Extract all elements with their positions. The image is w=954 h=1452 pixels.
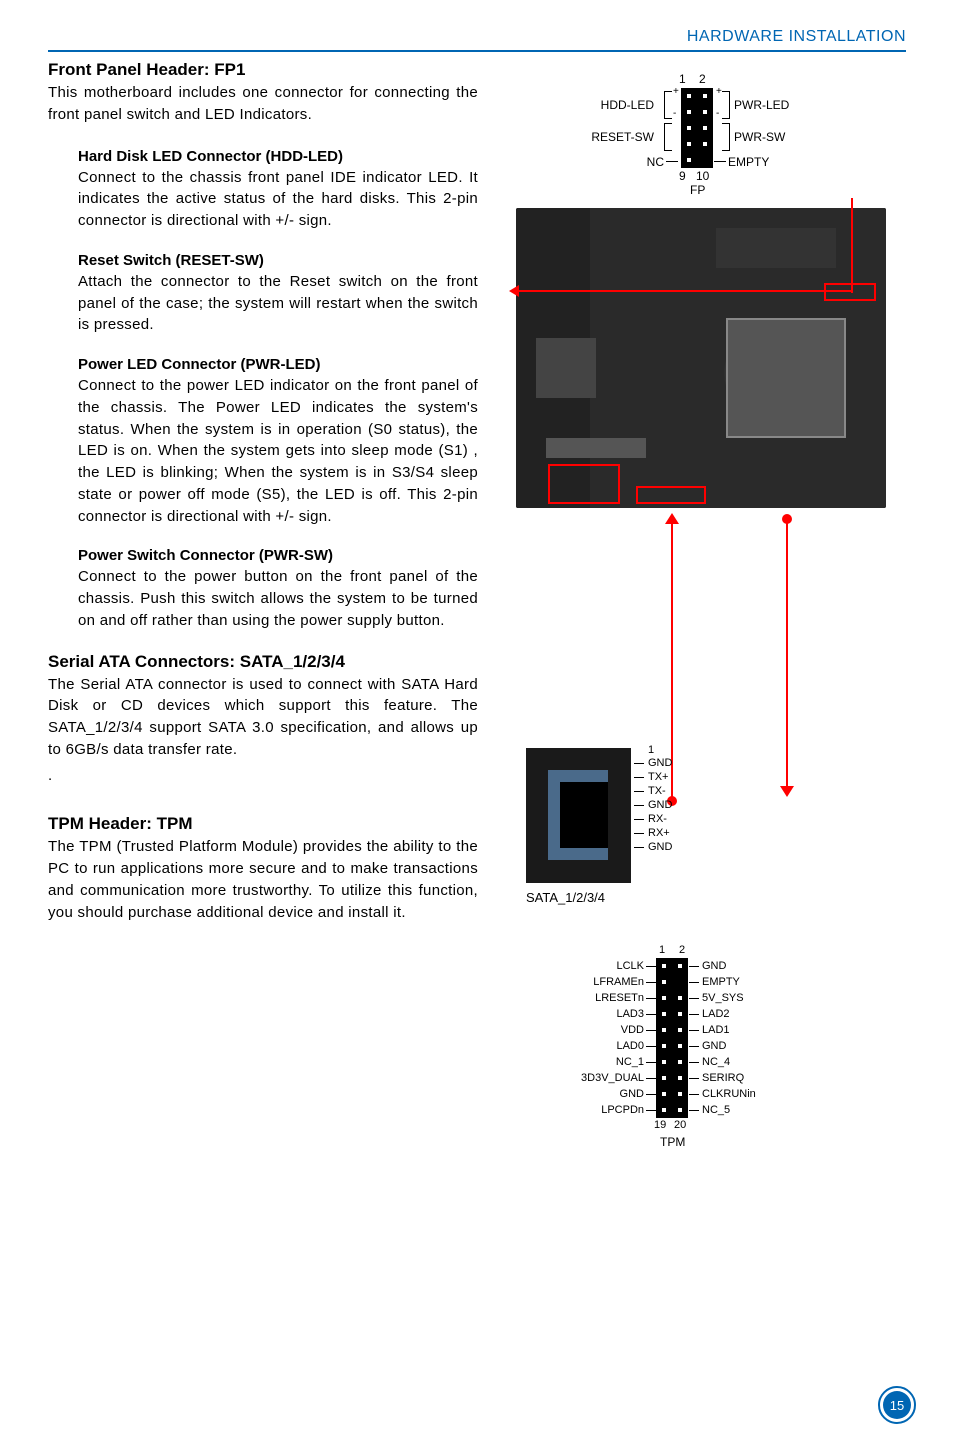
- bracket-pwrsw: [722, 123, 730, 151]
- fp-reset-sw: RESET-SW: [591, 130, 654, 144]
- tpm-arrow-head: [665, 513, 679, 524]
- fp-arrow-line-v: [851, 198, 853, 293]
- fp-intro: This motherboard includes one connector …: [48, 82, 478, 126]
- tpm-caption: TPM: [660, 1135, 685, 1149]
- fp-pwr-led: PWR-LED: [734, 98, 789, 112]
- sata-p3: GND: [648, 799, 672, 811]
- cpu-socket: [726, 318, 846, 438]
- hdd-led-body: Connect to the chassis front panel IDE i…: [78, 167, 478, 232]
- left-column: Front Panel Header: FP1 This motherboard…: [48, 58, 478, 1168]
- sata-highlight: [548, 464, 620, 504]
- pwr-led-title: Power LED Connector (PWR-LED): [78, 356, 478, 373]
- motherboard-image: [516, 208, 886, 508]
- fp-hdd-led: HDD-LED: [601, 98, 654, 112]
- sata-arrow-dot: [782, 514, 792, 524]
- fp-pwr-sw: PWR-SW: [734, 130, 785, 144]
- fp-nc: NC: [647, 155, 664, 169]
- fp-arrow-line-h: [516, 290, 853, 292]
- fp-pin-1: 1: [679, 72, 686, 86]
- tpm-r5: GND: [702, 1040, 726, 1052]
- page-number: 15: [883, 1391, 911, 1419]
- sata-caption: SATA_1/2/3/4: [526, 890, 605, 905]
- fp-pin-10: 10: [696, 169, 709, 183]
- chip-1: [536, 338, 596, 398]
- tpm-pin-1: 1: [659, 944, 665, 956]
- tpm-r8: CLKRUNin: [702, 1088, 756, 1100]
- tpm-pin-20: 20: [674, 1119, 686, 1131]
- page-number-badge: 15: [878, 1386, 916, 1424]
- sata-connector: [526, 748, 631, 883]
- bracket-reset: [664, 123, 672, 151]
- fp-sign-lm: -: [673, 108, 676, 119]
- bracket-hdd: [664, 91, 672, 119]
- page-header: HARDWARE INSTALLATION: [48, 28, 906, 52]
- sata-arrow-head: [780, 786, 794, 797]
- tpm-l2: LRESETn: [595, 992, 644, 1004]
- reset-sw-title: Reset Switch (RESET-SW): [78, 252, 478, 269]
- right-column: 1 2 + - + - HDD-LED RESET-SW: [496, 58, 906, 1168]
- tpm-l9: LPCPDn: [601, 1104, 644, 1116]
- tpm-diagram: 1 2 LCLK LFRAMEn LRESETn: [496, 938, 856, 1168]
- tpm-l3: LAD3: [616, 1008, 644, 1020]
- sata-title: Serial ATA Connectors: SATA_1/2/3/4: [48, 652, 478, 672]
- sata-arrow-line: [786, 518, 788, 788]
- tpm-r0: GND: [702, 960, 726, 972]
- tpm-r3: LAD2: [702, 1008, 730, 1020]
- fp-caption: FP: [690, 183, 705, 197]
- tpm-l6: NC_1: [616, 1056, 644, 1068]
- sata-pin-labels: GND TX+ TX- GND RX- RX+ GND: [634, 756, 672, 854]
- sata-inner: [548, 770, 608, 860]
- bracket-pwrled: [722, 91, 730, 119]
- tpm-r1: EMPTY: [702, 976, 740, 988]
- tpm-r4: LAD1: [702, 1024, 730, 1036]
- fp-pin-block: [681, 88, 713, 168]
- io-panel: [716, 228, 836, 268]
- tpm-l1: LFRAMEn: [593, 976, 644, 988]
- fp-pin-2: 2: [699, 72, 706, 86]
- fp-diagram: 1 2 + - + - HDD-LED RESET-SW: [516, 58, 876, 198]
- tpm-r6: NC_4: [702, 1056, 730, 1068]
- fp-sign-rp: +: [716, 86, 722, 97]
- sata-p1: TX+: [648, 771, 668, 783]
- sata-p4: RX-: [648, 813, 667, 825]
- sata-diagram: 1 GND TX+ TX- GND RX- RX+ GND SATA_1/2/3…: [526, 738, 756, 918]
- fp-arrow-head: [509, 285, 519, 297]
- hdd-led-title: Hard Disk LED Connector (HDD-LED): [78, 148, 478, 165]
- dot: .: [48, 765, 478, 787]
- pwr-led-body: Connect to the power LED indicator on th…: [78, 375, 478, 527]
- fp-empty: EMPTY: [728, 155, 769, 169]
- pwr-sw-title: Power Switch Connector (PWR-SW): [78, 547, 478, 564]
- tpm-l8: GND: [620, 1088, 644, 1100]
- reset-sw-body: Attach the connector to the Reset switch…: [78, 271, 478, 336]
- sata-p6: GND: [648, 841, 672, 853]
- sata-pin1: 1: [648, 744, 654, 756]
- fp-sign-lp: +: [673, 86, 679, 97]
- sata-body: The Serial ATA connector is used to conn…: [48, 674, 478, 761]
- tpm-l7: 3D3V_DUAL: [581, 1072, 644, 1084]
- tpm-l5: LAD0: [616, 1040, 644, 1052]
- pcie-slot: [546, 438, 646, 458]
- sata-p2: TX-: [648, 785, 666, 797]
- sata-p0: GND: [648, 757, 672, 769]
- sata-p5: RX+: [648, 827, 670, 839]
- tpm-pin-2: 2: [679, 944, 685, 956]
- fp-title: Front Panel Header: FP1: [48, 60, 478, 80]
- tpm-highlight: [636, 486, 706, 504]
- tpm-l4: VDD: [621, 1024, 644, 1036]
- tpm-title: TPM Header: TPM: [48, 814, 478, 834]
- tpm-pin-block: [656, 958, 688, 1118]
- tpm-body: The TPM (Trusted Platform Module) provid…: [48, 836, 478, 923]
- pwr-sw-body: Connect to the power button on the front…: [78, 566, 478, 631]
- fp-sign-rm: -: [716, 108, 719, 119]
- tpm-pin-19: 19: [654, 1119, 666, 1131]
- tpm-r7: SERIRQ: [702, 1072, 744, 1084]
- fp-header-highlight: [824, 283, 876, 301]
- tpm-l0: LCLK: [616, 960, 644, 972]
- tpm-r9: NC_5: [702, 1104, 730, 1116]
- fp-pin-9: 9: [679, 169, 686, 183]
- tpm-r2: 5V_SYS: [702, 992, 744, 1004]
